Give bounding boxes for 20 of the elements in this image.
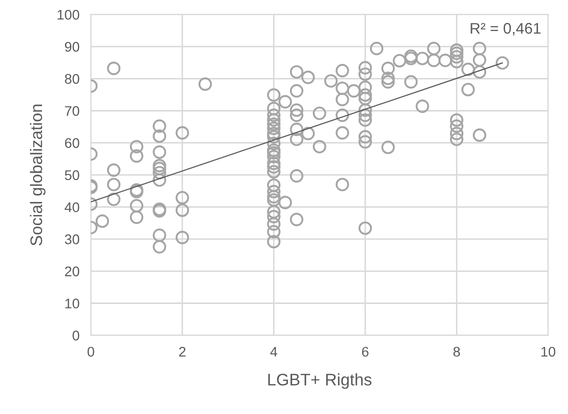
y-axis-title: Social globalization	[30, 104, 46, 246]
y-tick-label: 40	[64, 202, 80, 212]
y-tick-label: 90	[64, 42, 80, 52]
x-tick-label: 6	[362, 346, 368, 357]
x-axis-title: LGBT+ Rigths	[268, 373, 372, 389]
y-tick-label: 10	[65, 298, 80, 308]
x-tick-label: 10	[541, 346, 556, 357]
x-tick-label: 4	[270, 346, 278, 357]
y-tick-label: 100	[58, 10, 80, 20]
x-tick-label: 0	[88, 346, 94, 357]
y-tick-label: 80	[64, 74, 80, 84]
y-tick-label: 30	[64, 234, 80, 244]
annotation: R² = 0,461	[470, 22, 541, 36]
x-tick-label: 2	[179, 346, 186, 357]
y-tick-label: 20	[65, 266, 80, 276]
y-tick-label: 60	[65, 138, 80, 148]
x-tick-label: 8	[453, 346, 460, 357]
y-tick-label: 50	[64, 170, 80, 180]
y-tick-label: 0	[72, 330, 80, 341]
y-tick-label: 70	[65, 106, 80, 116]
